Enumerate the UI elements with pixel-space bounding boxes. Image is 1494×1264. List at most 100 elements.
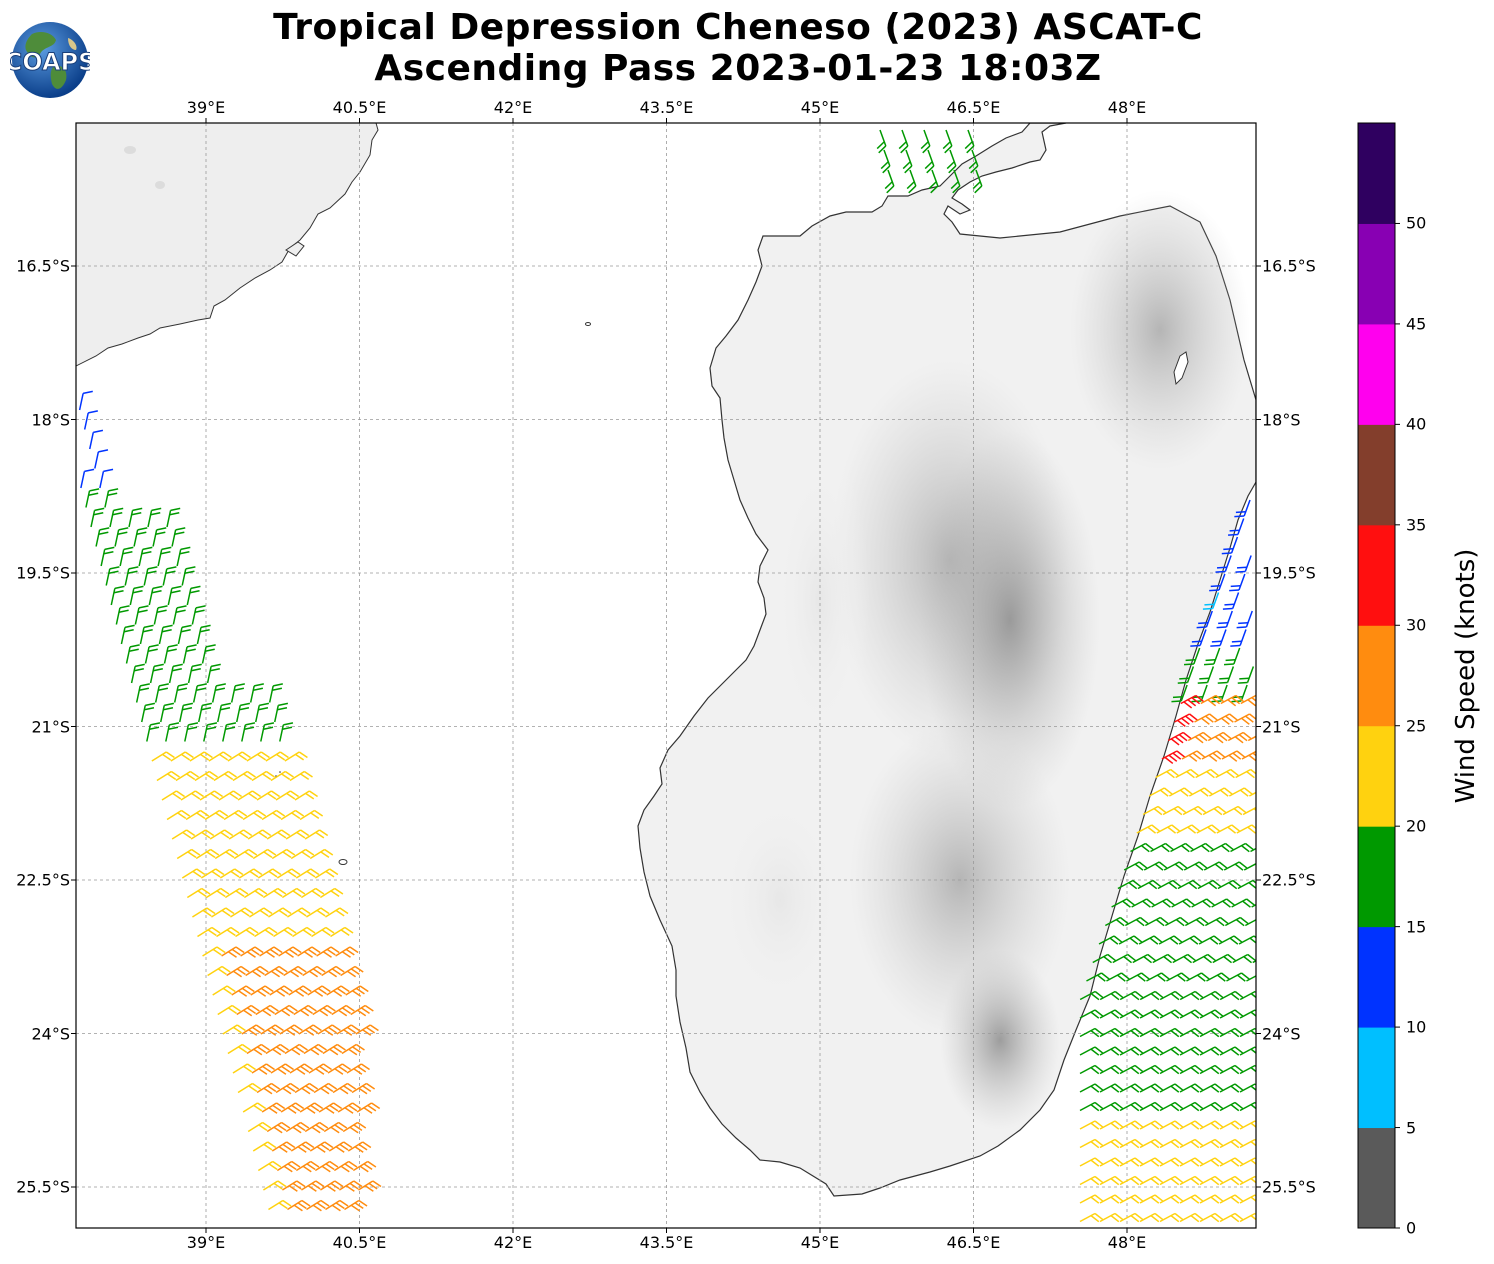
wind-barb — [1152, 953, 1176, 964]
wind-barb — [273, 926, 297, 938]
lat-tick-label: 16.5°S — [1262, 256, 1316, 276]
wind-barb — [308, 1063, 332, 1075]
lon-tick-label: 43.5°E — [639, 98, 694, 117]
wind-barb — [227, 751, 251, 762]
wind-barb — [289, 770, 313, 782]
wind-barb — [1119, 1027, 1144, 1038]
wind-barb — [151, 751, 175, 762]
wind-barb — [1139, 1212, 1164, 1223]
wind-barb — [281, 887, 306, 899]
wind-barb — [237, 1082, 262, 1094]
wind-barb — [240, 946, 264, 958]
lat-tick-label: 22.5°S — [1262, 870, 1316, 890]
wind-barb — [171, 829, 196, 840]
wind-barb — [950, 169, 961, 194]
wind-barb — [1192, 953, 1216, 964]
wind-barb — [1239, 1101, 1256, 1112]
wind-barb — [290, 848, 315, 860]
wind-barb — [1079, 1212, 1104, 1223]
wind-barb — [323, 1121, 348, 1134]
wind-barb — [166, 809, 191, 821]
wind-barb — [1239, 1046, 1256, 1056]
wind-barb — [1231, 898, 1255, 908]
lon-tick-label: 39°E — [186, 98, 226, 117]
wind-barb — [898, 129, 909, 154]
wind-barb — [124, 566, 139, 586]
wind-barb — [1235, 555, 1252, 573]
wind-barb — [1189, 787, 1213, 797]
wind-barb — [1239, 1027, 1256, 1038]
wind-barb — [184, 722, 199, 742]
wind-barb — [1219, 990, 1244, 1001]
wind-barb — [1239, 1009, 1256, 1019]
wind-barb — [157, 546, 172, 567]
wind-barb — [274, 1004, 298, 1017]
lat-tick-label: 25.5°S — [16, 1177, 70, 1197]
wind-barb — [1099, 1101, 1124, 1112]
wind-barb — [199, 790, 223, 801]
wind-barb — [1232, 953, 1256, 964]
wind-barb — [1179, 1027, 1204, 1038]
wind-barb — [1099, 990, 1124, 1001]
wind-barb — [316, 946, 340, 958]
colorbar-bin-0-5 — [1358, 1127, 1395, 1229]
wind-barb — [285, 1121, 310, 1134]
wind-barb — [1210, 629, 1227, 647]
wind-barb — [1219, 1138, 1244, 1149]
wind-barb — [1159, 1027, 1184, 1038]
wind-barb — [1212, 953, 1236, 964]
wind-barb — [307, 985, 331, 997]
wind-barb — [189, 751, 213, 762]
wind-barb — [325, 907, 349, 918]
wind-barb — [270, 1063, 294, 1075]
wind-barb — [172, 605, 187, 625]
wind-barb — [208, 751, 232, 762]
wind-barbs — [78, 129, 1256, 1223]
wind-barb — [1079, 1101, 1104, 1112]
wind-barb — [1199, 990, 1224, 1001]
wind-barb — [251, 770, 275, 782]
colorbar-tick-label: 50 — [1406, 213, 1427, 233]
wind-barb — [299, 1102, 324, 1114]
wind-barb — [100, 546, 115, 567]
wind-barb — [1219, 1027, 1244, 1038]
wind-barb — [1196, 610, 1213, 629]
wind-barb — [201, 644, 216, 664]
lon-tick-label: 46.5°E — [946, 1233, 1001, 1252]
wind-barb — [1215, 768, 1239, 779]
wind-barb — [249, 683, 264, 703]
wind-barb — [292, 926, 316, 938]
colorbar-bin-20-25 — [1358, 725, 1395, 827]
wind-barb — [345, 985, 369, 997]
wind-barb — [1155, 768, 1179, 779]
wind-barb — [1239, 1064, 1256, 1075]
wind-barb — [207, 965, 231, 977]
wind-barb — [1174, 713, 1198, 728]
wind-barb — [280, 809, 305, 821]
wind-barb — [223, 809, 248, 821]
wind-barb — [312, 1004, 336, 1017]
wind-barb — [1184, 916, 1209, 927]
wind-barb — [1139, 990, 1164, 1001]
wind-barb — [1119, 1046, 1144, 1056]
colorbar-bin-30-35 — [1358, 524, 1395, 626]
wind-barb — [211, 907, 235, 918]
wind-barb — [216, 702, 232, 723]
wind-barb — [1177, 666, 1195, 684]
wind-barb — [168, 663, 183, 684]
wind-barb — [209, 829, 234, 840]
wind-barb — [216, 926, 240, 938]
wind-barb — [1201, 750, 1226, 762]
wind-barb — [242, 809, 267, 821]
wind-barb — [206, 663, 221, 684]
wind-barb — [276, 868, 301, 879]
wind-barb — [219, 868, 244, 879]
lon-tick-label: 46.5°E — [946, 98, 1001, 117]
wind-barb — [276, 1160, 301, 1173]
wind-barb — [1159, 990, 1184, 1001]
wind-barb — [140, 702, 156, 723]
wind-barb — [196, 624, 211, 645]
wind-barb — [299, 809, 324, 821]
wind-barb — [138, 546, 153, 567]
wind-barb — [1159, 1101, 1184, 1112]
